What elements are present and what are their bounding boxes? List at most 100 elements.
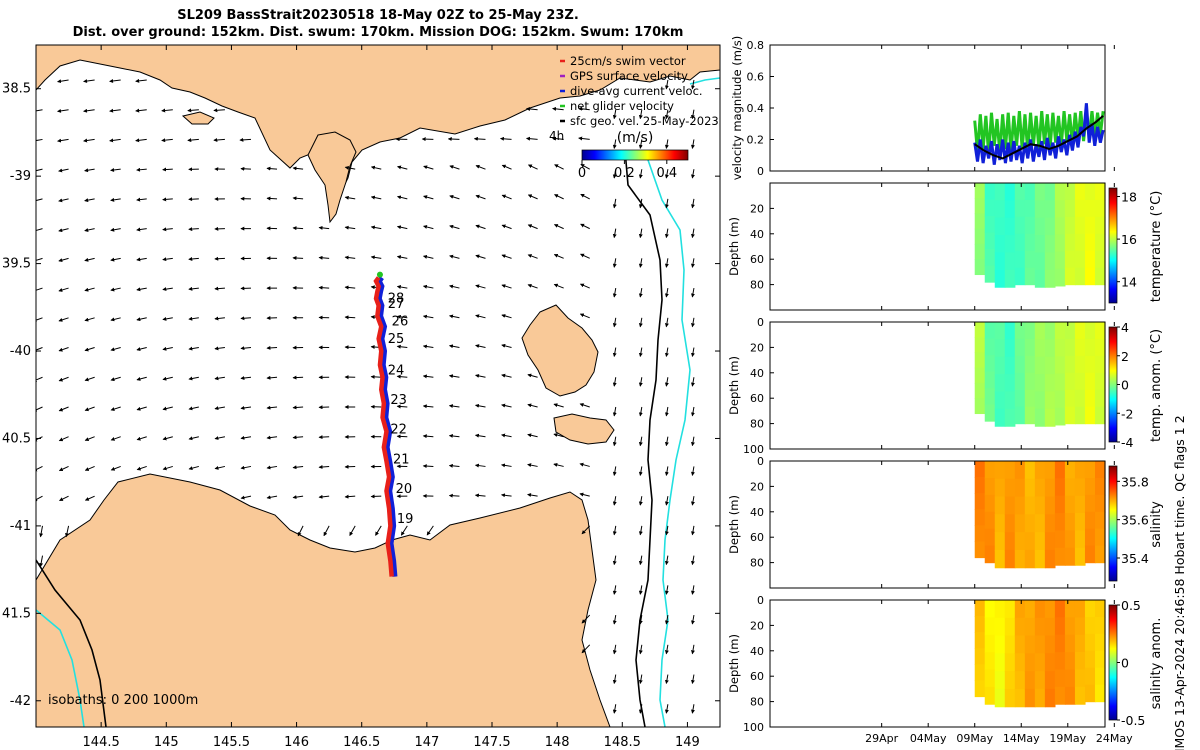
colorbar-tick-label: -2 xyxy=(1121,406,1133,421)
heatmap-cell xyxy=(1084,322,1096,340)
velocity-arrow xyxy=(690,496,695,506)
date-tick-label: 09May xyxy=(956,732,993,745)
velocity-arrow xyxy=(396,195,408,200)
velocity-arrow xyxy=(423,165,434,170)
heatmap-cell xyxy=(1084,233,1096,252)
date-tick-label: 04May xyxy=(910,732,947,745)
heatmap-cell xyxy=(1024,514,1036,533)
velocity-arrow xyxy=(239,137,252,142)
velocity-arrow xyxy=(473,136,486,141)
heatmap-cell xyxy=(974,367,986,384)
velocity-arrow xyxy=(109,108,121,113)
heatmap-cell xyxy=(984,494,996,513)
surface-velocity-arrows xyxy=(36,78,695,714)
isobath-200m-east xyxy=(624,149,663,727)
velocity-arrow xyxy=(554,194,564,200)
velocity-arrow xyxy=(39,555,44,568)
heatmap-cell xyxy=(1014,267,1026,286)
velocity-arrow xyxy=(240,405,252,410)
heatmap-cell xyxy=(974,477,986,494)
y-tick-label: 41.5 xyxy=(2,606,31,621)
velocity-arrow xyxy=(612,704,617,714)
heatmap-cell xyxy=(1094,267,1106,286)
heatmap-cell xyxy=(1084,477,1096,496)
colorbar-tick-label: 35.6 xyxy=(1121,513,1149,528)
velocity-arrow xyxy=(422,374,434,379)
heatmap-cell xyxy=(1004,200,1016,219)
velocity-arrow xyxy=(612,674,617,685)
heatmap-cell xyxy=(1094,389,1106,408)
velocity-arrow xyxy=(664,228,669,239)
velocity-arrow xyxy=(525,106,538,111)
heatmap-cell xyxy=(1004,496,1016,515)
heatmap-cell xyxy=(1024,372,1036,391)
heatmap-cell xyxy=(1014,600,1026,619)
y-tick-label: 38.5 xyxy=(2,82,31,97)
velocity-arrow xyxy=(426,525,434,536)
velocity-arrow xyxy=(292,495,304,500)
heatmap-cell xyxy=(994,252,1006,271)
velocity-arrow xyxy=(292,465,304,470)
heatmap-cell xyxy=(994,671,1006,690)
y-axis-label: Depth (m) xyxy=(727,495,741,554)
velocity-arrow xyxy=(423,195,434,200)
velocity-arrow xyxy=(638,169,643,179)
velocity-arrow xyxy=(475,224,486,230)
velocity-arrow xyxy=(36,495,43,502)
velocity-arrow xyxy=(240,376,252,381)
heatmap-cell xyxy=(994,688,1006,708)
heatmap-cell xyxy=(994,391,1006,410)
heatmap-cell xyxy=(1084,216,1096,235)
heatmap-cell xyxy=(1054,669,1066,688)
velocity-arrow xyxy=(527,224,538,230)
velocity-arrow xyxy=(474,493,486,498)
heatmap-cell xyxy=(1084,389,1096,408)
heatmap-cell xyxy=(1064,267,1076,286)
colorbar-tick-label: 0 xyxy=(578,166,586,181)
velocity-arrow xyxy=(423,225,434,230)
heatmap-cell xyxy=(974,541,986,559)
velocity-arrow xyxy=(422,434,434,439)
heatmap-cell xyxy=(1014,532,1026,551)
colorbar-label: temp. anom. (°C) xyxy=(1149,329,1164,442)
y-tick-label: 100 xyxy=(743,721,764,734)
heatmap-cell xyxy=(1084,183,1096,201)
temperature-panel: 20 40 60 80 Depth (m) 14 16 18 temperature (°C) xyxy=(727,182,1164,311)
isobath-1000m-east xyxy=(647,159,691,727)
velocity-arrow xyxy=(664,704,669,714)
heatmap-cell xyxy=(1054,600,1066,618)
colorbar-tick-label: -4 xyxy=(1121,435,1134,450)
velocity-arrow xyxy=(240,495,252,500)
heatmap-cell xyxy=(1074,183,1086,201)
heatmap-cell xyxy=(1004,252,1016,271)
heatmap-cell xyxy=(994,514,1006,533)
velocity-arrow xyxy=(664,555,669,566)
velocity-arrow xyxy=(187,108,199,113)
heatmap-cell xyxy=(1084,199,1096,218)
heatmap-cell xyxy=(1054,407,1066,426)
heatmap-cell xyxy=(1074,617,1086,636)
heatmap-cell xyxy=(1084,250,1096,269)
velocity-arrow xyxy=(266,166,278,171)
heatmap-cell xyxy=(1034,252,1046,271)
y-tick-label: 20 xyxy=(750,619,764,632)
velocity-arrow xyxy=(638,317,643,328)
velocity-arrow xyxy=(579,403,590,408)
heatmap-cell xyxy=(1024,233,1036,252)
heatmap-cell xyxy=(984,322,996,340)
velocity-arrow xyxy=(690,614,695,625)
velocity-arrow xyxy=(553,433,564,438)
heatmap-cell xyxy=(1044,600,1056,619)
heatmap-cell xyxy=(1094,545,1106,564)
velocity-arrow xyxy=(292,196,304,201)
heatmap-cell xyxy=(1084,633,1096,652)
heatmap-cell xyxy=(1044,217,1056,236)
y-tick-label: 80 xyxy=(750,557,764,570)
heatmap-cell xyxy=(1034,478,1046,498)
heatmap-cell xyxy=(1044,461,1056,480)
heatmap-cell xyxy=(1034,374,1046,393)
land-flinders-island xyxy=(521,304,599,397)
heatmap-cell xyxy=(1054,513,1066,532)
heatmap-cell xyxy=(1004,635,1016,654)
heatmap-cell xyxy=(1054,183,1066,201)
